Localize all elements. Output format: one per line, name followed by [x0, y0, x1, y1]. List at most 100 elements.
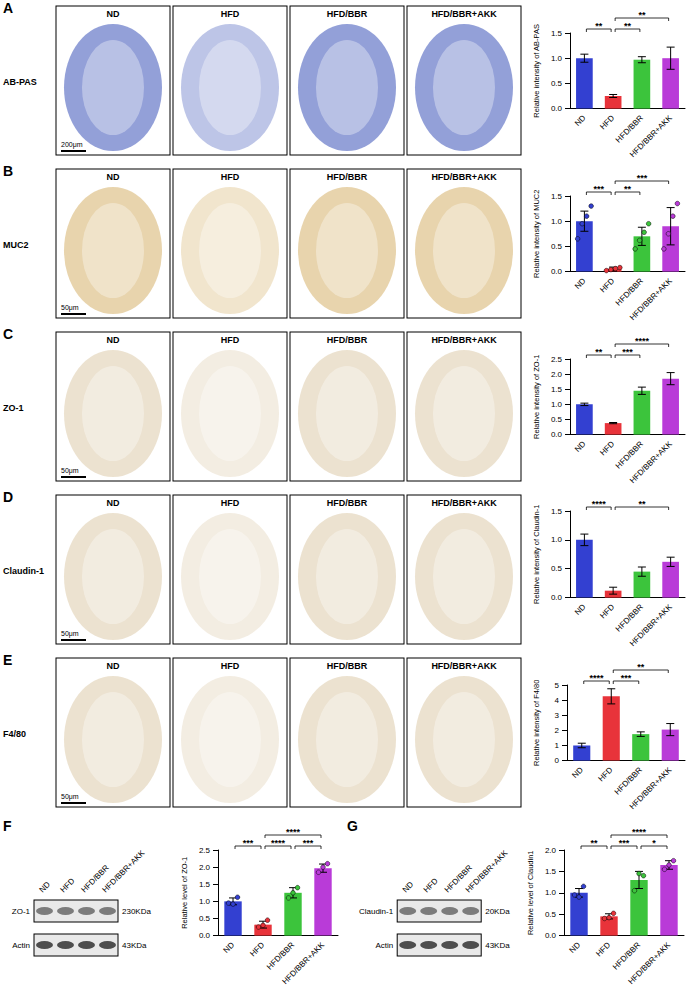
svg-text:****: **** — [589, 673, 604, 683]
svg-text:AB-PAS: AB-PAS — [3, 77, 37, 87]
svg-text:50μm: 50μm — [61, 793, 79, 801]
svg-text:ND: ND — [573, 602, 588, 617]
svg-text:1.5: 1.5 — [545, 867, 557, 876]
svg-text:*: * — [652, 838, 656, 848]
svg-text:43KDa: 43KDa — [122, 941, 147, 950]
svg-text:A: A — [3, 0, 13, 16]
svg-text:HFD: HFD — [598, 276, 616, 294]
svg-text:1.5: 1.5 — [551, 192, 563, 201]
svg-text:**: ** — [638, 499, 646, 509]
svg-text:ND: ND — [222, 940, 237, 955]
svg-text:2.5: 2.5 — [199, 846, 211, 855]
svg-text:ZO-1: ZO-1 — [3, 403, 24, 413]
svg-text:HFD: HFD — [221, 9, 240, 19]
svg-text:Relative intensity of Claudin-: Relative intensity of Claudin-1 — [532, 505, 541, 604]
svg-text:ND: ND — [107, 498, 120, 508]
svg-text:2.0: 2.0 — [545, 846, 557, 855]
svg-text:ND: ND — [38, 880, 53, 895]
svg-text:3: 3 — [555, 711, 560, 720]
svg-text:0.5: 0.5 — [199, 914, 211, 923]
svg-text:2: 2 — [555, 726, 560, 735]
svg-text:HFD: HFD — [422, 876, 440, 894]
svg-text:ND: ND — [107, 172, 120, 182]
svg-text:ZO-1: ZO-1 — [12, 907, 31, 916]
svg-text:ND: ND — [573, 439, 588, 454]
svg-text:Relative level of Claudin1: Relative level of Claudin1 — [526, 850, 535, 935]
svg-text:1.0: 1.0 — [551, 535, 563, 544]
svg-text:HFD: HFD — [59, 876, 77, 894]
svg-text:Claudin-1: Claudin-1 — [3, 566, 44, 576]
svg-text:0.5: 0.5 — [551, 564, 563, 573]
svg-text:****: **** — [592, 499, 607, 509]
svg-text:HFD/BBR+AKK: HFD/BBR+AKK — [431, 661, 497, 671]
svg-text:Claudin-1: Claudin-1 — [359, 907, 394, 916]
svg-text:**: ** — [595, 21, 603, 31]
svg-text:ND: ND — [568, 940, 583, 955]
svg-text:D: D — [3, 489, 13, 505]
svg-text:Relative level of ZO-1: Relative level of ZO-1 — [180, 857, 189, 929]
svg-text:HFD/BBR: HFD/BBR — [265, 940, 296, 971]
svg-text:0.5: 0.5 — [551, 415, 563, 424]
svg-text:**: ** — [637, 662, 645, 672]
svg-text:HFD/BBR: HFD/BBR — [611, 940, 642, 971]
svg-text:HFD/BBR+AKK: HFD/BBR+AKK — [628, 439, 674, 485]
svg-text:0.0: 0.0 — [551, 104, 563, 113]
svg-text:4: 4 — [555, 696, 560, 705]
svg-text:HFD/BBR+AKK: HFD/BBR+AKK — [628, 276, 674, 322]
svg-text:***: *** — [637, 173, 648, 183]
svg-text:1.5: 1.5 — [551, 507, 563, 516]
svg-text:***: *** — [243, 838, 254, 848]
svg-text:HFD: HFD — [221, 172, 240, 182]
svg-text:Actin: Actin — [12, 941, 30, 950]
svg-text:1.5: 1.5 — [199, 880, 211, 889]
svg-text:0.0: 0.0 — [551, 430, 563, 439]
svg-text:ND: ND — [401, 880, 416, 895]
svg-text:HFD/BBR+AKK: HFD/BBR+AKK — [628, 113, 674, 159]
svg-text:ND: ND — [570, 765, 585, 780]
svg-text:****: **** — [271, 838, 286, 848]
svg-text:ND: ND — [107, 335, 120, 345]
svg-text:F: F — [3, 818, 12, 834]
svg-text:**: ** — [595, 347, 603, 357]
svg-text:1.5: 1.5 — [551, 29, 563, 38]
svg-text:230KDa: 230KDa — [122, 907, 151, 916]
svg-text:1.0: 1.0 — [551, 217, 563, 226]
svg-text:HFD/BBR: HFD/BBR — [327, 661, 368, 671]
svg-text:HFD: HFD — [594, 940, 612, 958]
svg-text:43KDa: 43KDa — [485, 941, 510, 950]
svg-text:0.0: 0.0 — [199, 931, 211, 940]
svg-text:2.5: 2.5 — [551, 355, 563, 364]
svg-text:ND: ND — [107, 661, 120, 671]
svg-text:HFD: HFD — [221, 335, 240, 345]
svg-text:5: 5 — [555, 681, 560, 690]
svg-text:HFD: HFD — [221, 661, 240, 671]
svg-text:G: G — [347, 818, 358, 834]
svg-text:***: *** — [303, 838, 314, 848]
svg-text:C: C — [3, 326, 13, 342]
svg-text:***: *** — [619, 838, 630, 848]
svg-text:0.0: 0.0 — [551, 267, 563, 276]
svg-text:0: 0 — [555, 756, 560, 765]
svg-text:HFD: HFD — [596, 765, 614, 783]
svg-text:1.0: 1.0 — [545, 888, 557, 897]
svg-text:HFD/BBR+AKK: HFD/BBR+AKK — [626, 940, 672, 986]
svg-text:0.0: 0.0 — [551, 593, 563, 602]
svg-text:HFD/BBR+AKK: HFD/BBR+AKK — [431, 498, 497, 508]
svg-text:HFD/BBR: HFD/BBR — [327, 9, 368, 19]
svg-text:50μm: 50μm — [61, 304, 79, 312]
svg-text:**: ** — [624, 21, 632, 31]
svg-text:HFD/BBR+AKK: HFD/BBR+AKK — [431, 9, 497, 19]
svg-text:HFD/BBR+AKK: HFD/BBR+AKK — [431, 172, 497, 182]
svg-text:HFD/BBR+AKK: HFD/BBR+AKK — [101, 848, 147, 894]
svg-text:HFD: HFD — [598, 602, 616, 620]
svg-text:****: **** — [286, 827, 301, 837]
svg-text:0.5: 0.5 — [551, 242, 563, 251]
svg-text:HFD/BBR+AKK: HFD/BBR+AKK — [464, 848, 510, 894]
svg-text:50μm: 50μm — [61, 467, 79, 475]
svg-text:1.0: 1.0 — [199, 897, 211, 906]
svg-text:HFD: HFD — [598, 439, 616, 457]
svg-text:Relative intensity of MUC2: Relative intensity of MUC2 — [532, 190, 541, 278]
svg-text:1: 1 — [555, 741, 560, 750]
svg-text:HFD/BBR+AKK: HFD/BBR+AKK — [628, 602, 674, 648]
svg-text:HFD: HFD — [248, 940, 266, 958]
